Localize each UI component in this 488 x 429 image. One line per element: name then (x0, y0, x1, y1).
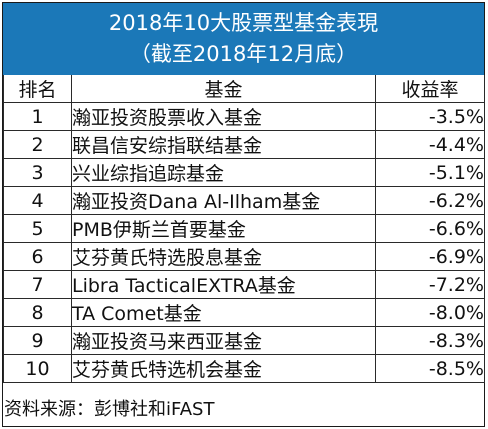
fund-name-cell: 艾芬黄氏特选股息基金 (71, 242, 376, 271)
fund-ranking-table: 排名 基金 收益率 1 瀚亚投资股票收入基金 -3.5% 2 联昌信安综指联结基… (3, 75, 485, 383)
fund-name-cell: 瀚亚投资Dana Al-Ilham基金 (71, 186, 376, 215)
table-row: 2 联昌信安综指联结基金 -4.4% (3, 130, 485, 159)
title-banner: 2018年10大股票型基金表現 （截至2018年12月底） (3, 3, 484, 75)
fund-name-cell: 瀚亚投资股票收入基金 (71, 102, 376, 131)
return-cell: -8.0% (375, 298, 485, 327)
table-row: 1 瀚亚投资股票收入基金 -3.5% (3, 102, 485, 131)
rank-cell: 9 (3, 326, 72, 355)
table-row: 6 艾芬黄氏特选股息基金 -6.9% (3, 242, 485, 271)
title-line-1: 2018年10大股票型基金表現 (108, 11, 379, 35)
fund-name-cell: 艾芬黄氏特选机会基金 (71, 354, 376, 383)
table-header-row: 排名 基金 收益率 (3, 75, 485, 103)
header-return: 收益率 (375, 75, 485, 103)
table-row: 3 兴业综指追踪基金 -5.1% (3, 158, 485, 187)
table-row: 9 瀚亚投资马来西亚基金 -8.3% (3, 326, 485, 355)
fund-name-cell: Libra TacticalEXTRA基金 (71, 270, 376, 299)
rank-cell: 10 (3, 354, 72, 383)
return-cell: -8.3% (375, 326, 485, 355)
fund-name-cell: 瀚亚投资马来西亚基金 (71, 326, 376, 355)
rank-cell: 4 (3, 186, 72, 215)
fund-name-cell: PMB伊斯兰首要基金 (71, 214, 376, 243)
rank-cell: 6 (3, 242, 72, 271)
rank-cell: 5 (3, 214, 72, 243)
fund-name-cell: 兴业综指追踪基金 (71, 158, 376, 187)
header-rank: 排名 (3, 75, 72, 103)
return-cell: -6.9% (375, 242, 485, 271)
fund-name-cell: 联昌信安综指联结基金 (71, 130, 376, 159)
return-cell: -3.5% (375, 102, 485, 131)
source-note: 资料来源：彭博社和iFAST (4, 399, 215, 420)
return-cell: -6.2% (375, 186, 485, 215)
rank-cell: 7 (3, 270, 72, 299)
rank-cell: 8 (3, 298, 72, 327)
table-row: 5 PMB伊斯兰首要基金 -6.6% (3, 214, 485, 243)
return-cell: -6.6% (375, 214, 485, 243)
fund-name-cell: TA Comet基金 (71, 298, 376, 327)
table-row: 8 TA Comet基金 -8.0% (3, 298, 485, 327)
return-cell: -5.1% (375, 158, 485, 187)
return-cell: -4.4% (375, 130, 485, 159)
return-cell: -7.2% (375, 270, 485, 299)
return-cell: -8.5% (375, 354, 485, 383)
rank-cell: 3 (3, 158, 72, 187)
title-line-2: （截至2018年12月底） (129, 42, 358, 66)
header-fund: 基金 (71, 75, 376, 103)
table-row: 7 Libra TacticalEXTRA基金 -7.2% (3, 270, 485, 299)
rank-cell: 2 (3, 130, 72, 159)
table-row: 4 瀚亚投资Dana Al-Ilham基金 -6.2% (3, 186, 485, 215)
rank-cell: 1 (3, 102, 72, 131)
table-row: 10 艾芬黄氏特选机会基金 -8.5% (3, 354, 485, 383)
